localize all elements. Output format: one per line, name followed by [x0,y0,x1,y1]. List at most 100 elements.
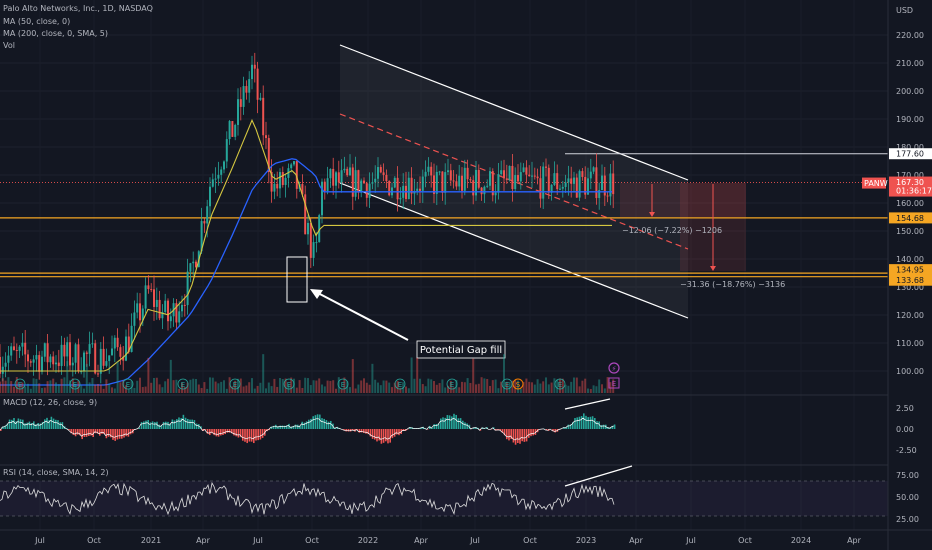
price-tick: 160.00 [896,199,924,208]
volume-bar [13,386,15,393]
volume-bar [472,358,475,393]
price-tag-bg [889,176,932,197]
macd-bar [50,416,53,429]
earnings-upcoming-icon[interactable] [608,377,620,389]
earnings-icon[interactable] [283,378,295,390]
time-tick: 2023 [576,536,596,545]
rsi-tick-2: 50.00 [896,493,919,502]
volume-bar [321,384,323,393]
earnings-icon[interactable] [554,378,566,390]
candle-body [63,344,66,357]
macd-bar [600,425,603,429]
time-axis[interactable]: Jul Oct 2021 Apr Jul Oct 2022 Apr Jul Oct 2023 Apr J… [34,536,861,545]
candle-body [276,183,279,189]
ma200-legend[interactable]: MA (200, close, 0, SMA, 5) [3,29,109,38]
candle-body [312,242,315,258]
price-tick: 140.00 [896,255,924,264]
dividend-icon[interactable] [512,378,524,390]
candle-body [469,179,472,181]
volume-bar [385,380,388,393]
macd-bar [22,419,24,429]
volume-bar [592,385,595,393]
volume-bar [71,378,74,393]
earnings-icon[interactable] [446,378,458,390]
candle-body [461,175,463,191]
earnings-icon[interactable] [229,378,241,390]
volume-bar [60,378,63,393]
candle-body [147,285,150,290]
macd-bar [228,429,231,433]
candle-body [164,300,167,312]
volume-bar [155,377,158,393]
macd-bar [525,429,528,442]
candle-body [206,206,209,224]
time-tick: Apr [629,536,644,545]
volume-bar [147,357,150,393]
candle-body [228,121,231,140]
candle-body [144,285,147,309]
price-tick: 100.00 [896,367,924,376]
volume-bar [371,363,374,393]
macd-bar [503,429,506,436]
macd-bar [567,424,570,429]
volume-bar [477,383,480,393]
volume-legend[interactable]: Vol [3,41,15,50]
macd-bar [79,429,81,436]
macd-bar [90,429,92,436]
candlestick-series [0,52,615,384]
macd-legend[interactable]: MACD (12, 26, close, 9) [3,398,98,407]
volume-bar [239,378,242,393]
descending-channel [340,45,688,318]
candle-body [595,167,598,199]
volume-bar [567,385,570,393]
ma50-legend[interactable]: MA (50, close, 0) [3,17,71,26]
candle-body [200,221,203,252]
volume-bar [111,387,113,393]
macd-bar [398,429,400,436]
earnings-icon[interactable] [501,378,513,390]
macd-line [0,417,614,441]
symbol-badge[interactable] [862,177,886,189]
macd-bar [165,421,167,429]
price-axis[interactable]: 220.00 210.00 200.00 190.00 180.00 170.00 160.… [896,31,924,376]
time-tick: Oct [87,536,101,545]
volume-bar [393,382,396,393]
earnings-icon[interactable] [394,378,406,390]
rsi-legend[interactable]: RSI (14, close, SMA, 14, 2) [3,468,109,477]
earnings-icon-glyph: E [181,381,185,389]
volume-bar [536,379,539,393]
candle-body [66,342,69,357]
earnings-icon[interactable] [122,378,134,390]
chart-title[interactable]: Palo Alto Networks, Inc., 1D, NASDAQ [3,4,153,13]
earnings-icon[interactable] [177,378,189,390]
volume-bar [248,382,251,393]
volume-bar [94,384,97,393]
volume-bar [245,385,248,393]
macd-bar [52,418,55,429]
earnings-icon[interactable] [69,378,81,390]
volume-bar [377,382,379,393]
earnings-icon[interactable] [14,378,26,390]
macd-bar [233,429,235,436]
candle-body [458,175,461,187]
grid-lines [0,34,888,372]
countdown-label: 01:36:17 [896,187,932,196]
earnings-icon[interactable] [337,378,349,390]
volume-bar [273,378,276,393]
candle-body [589,171,592,179]
candle-body [41,356,43,372]
candle-body [214,178,217,180]
flash-icon[interactable] [608,362,620,374]
volume-bar [382,380,385,393]
macd-bar [402,429,405,432]
channel-upper-line[interactable] [339,44,689,181]
gap-box[interactable] [286,256,308,303]
candle-body [517,175,519,182]
volume-bar [399,387,402,393]
macd-bar [583,413,585,429]
candle-body [251,64,253,80]
volume-bar [315,380,318,393]
channel-midline[interactable] [339,113,689,250]
